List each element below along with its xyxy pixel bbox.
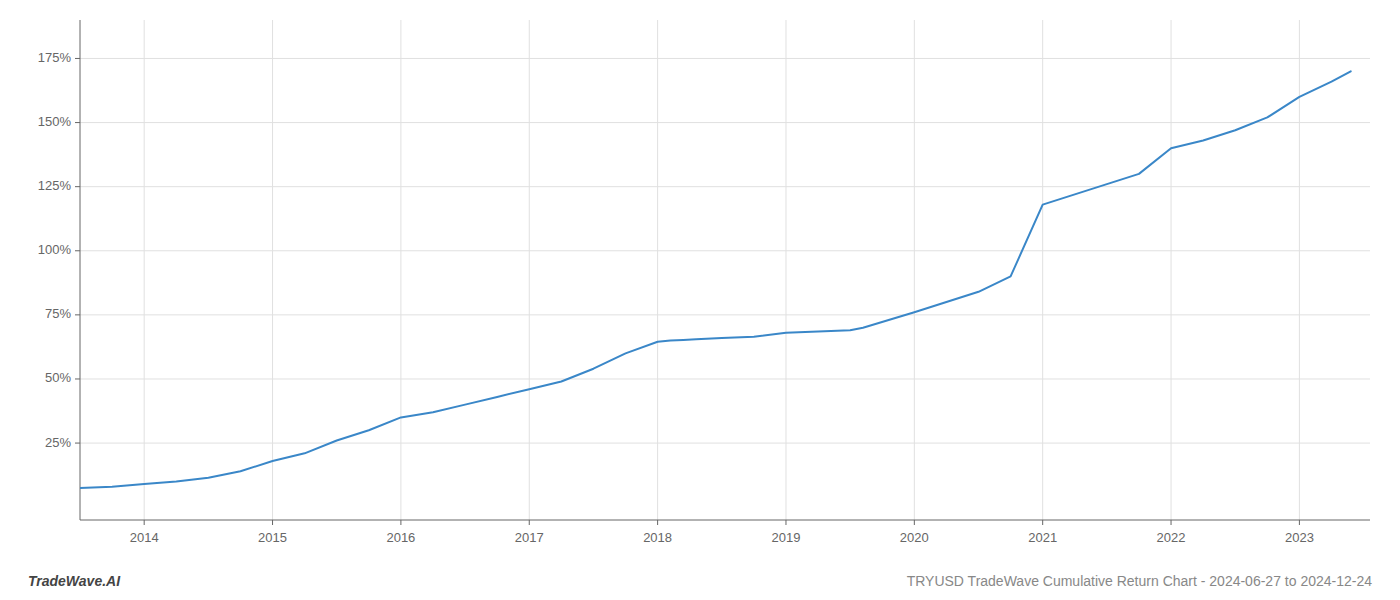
x-tick-label: 2015: [258, 530, 287, 545]
x-tick: [400, 520, 401, 525]
y-tick-label: 175%: [38, 50, 72, 65]
x-tick-label: 2017: [515, 530, 544, 545]
x-tick-label: 2016: [386, 530, 415, 545]
y-tick-label: 50%: [45, 370, 71, 385]
grid-line-x: [1171, 20, 1172, 520]
grid-line-x: [400, 20, 401, 520]
x-tick-label: 2021: [1028, 530, 1057, 545]
grid-line-y: [80, 378, 1370, 379]
x-tick: [1042, 520, 1043, 525]
x-tick-label: 2018: [643, 530, 672, 545]
grid-line-x: [657, 20, 658, 520]
y-tick: [75, 378, 80, 379]
y-axis-line: [80, 20, 81, 520]
x-tick-label: 2019: [772, 530, 801, 545]
grid-line-x: [529, 20, 530, 520]
y-tick-label: 25%: [45, 435, 71, 450]
y-tick: [75, 443, 80, 444]
x-tick: [914, 520, 915, 525]
footer-left: TradeWave.AI: [28, 573, 121, 589]
x-tick: [272, 520, 273, 525]
grid-line-y: [80, 443, 1370, 444]
grid-line-y: [80, 250, 1370, 251]
line-series: [80, 71, 1351, 488]
y-tick-label: 150%: [38, 114, 72, 129]
footer: TradeWave.AI TRYUSD TradeWave Cumulative …: [28, 573, 1372, 589]
chart-container: 25% 50% 75% 100% 125% 150% 175% 2014 2015 2016 201…: [0, 0, 1400, 600]
x-tick: [657, 520, 658, 525]
grid-line-x: [785, 20, 786, 520]
plot-area: [80, 71, 1351, 488]
y-tick: [75, 314, 80, 315]
y-tick-label: 125%: [38, 178, 72, 193]
x-tick: [144, 520, 145, 525]
y-tick: [75, 122, 80, 123]
x-tick-label: 2020: [900, 530, 929, 545]
y-tick-label: 100%: [38, 242, 72, 257]
grid-line-y: [80, 314, 1370, 315]
grid-line-x: [272, 20, 273, 520]
x-tick-label: 2022: [1157, 530, 1186, 545]
x-tick: [1299, 520, 1300, 525]
grid-line-x: [914, 20, 915, 520]
chart-svg: 25% 50% 75% 100% 125% 150% 175% 2014 2015 2016 201…: [0, 0, 1400, 600]
x-tick: [1171, 520, 1172, 525]
grid-line-x: [1299, 20, 1300, 520]
y-tick-label: 75%: [45, 306, 71, 321]
x-tick-label: 2023: [1285, 530, 1314, 545]
axes: 25% 50% 75% 100% 125% 150% 175% 2014 2015 2016 201…: [38, 20, 1370, 545]
grid-line-y: [80, 58, 1370, 59]
grid-line-y: [80, 122, 1370, 123]
footer-right: TRYUSD TradeWave Cumulative Return Chart…: [907, 573, 1373, 589]
x-tick-label: 2014: [130, 530, 159, 545]
y-tick: [75, 58, 80, 59]
x-axis-line: [80, 520, 1370, 521]
grid-line-x: [144, 20, 145, 520]
x-tick: [785, 520, 786, 525]
y-tick: [75, 250, 80, 251]
grid-line-y: [80, 186, 1370, 187]
grid: [80, 20, 1370, 520]
x-tick: [529, 520, 530, 525]
grid-line-x: [1042, 20, 1043, 520]
y-tick: [75, 186, 80, 187]
